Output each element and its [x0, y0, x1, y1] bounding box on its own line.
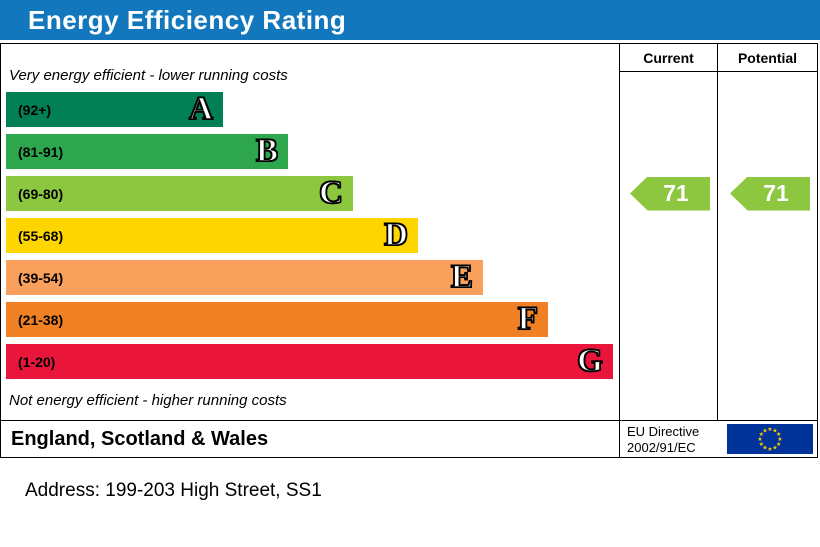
band-range-label: (39-54) — [18, 269, 64, 286]
current-column-header: Current — [620, 44, 717, 72]
current-rating-arrow: 71 — [630, 176, 710, 211]
footer-bar: England, Scotland & Wales EU Directive 2… — [0, 421, 818, 458]
band-row-g: (1-20) G — [6, 344, 619, 386]
band-row-f: (21-38) F — [6, 302, 619, 344]
current-column: Current 71 — [619, 44, 717, 420]
band-row-c: (69-80) C — [6, 176, 619, 218]
band-range-label: (1-20) — [18, 353, 56, 370]
band-letter-label: E — [450, 259, 474, 295]
band-bar-f: (21-38) F — [6, 302, 548, 337]
band-bar-a: (92+) A — [6, 92, 223, 127]
potential-column: Potential 71 — [717, 44, 817, 420]
svg-text:★: ★ — [762, 427, 767, 434]
band-letter-label: A — [188, 91, 213, 127]
band-letter-label: G — [576, 343, 603, 379]
eu-directive-line2: 2002/91/EC — [627, 439, 696, 455]
rating-bands: (92+) A (81-91) B (69-80) C (55-68) D (39-54) E (2… — [1, 92, 619, 386]
eu-directive-line1: EU Directive — [627, 424, 700, 439]
page-title: Energy Efficiency Rating — [28, 4, 347, 35]
band-row-d: (55-68) D — [6, 218, 619, 260]
svg-text:★: ★ — [762, 445, 767, 452]
band-range-label: (21-38) — [18, 311, 64, 328]
bottom-note: Not energy efficient - higher running co… — [9, 391, 287, 409]
svg-text:★: ★ — [767, 446, 772, 453]
band-letter-label: B — [255, 133, 279, 169]
potential-column-header: Potential — [718, 44, 817, 72]
band-bar-c: (69-80) C — [6, 176, 353, 211]
band-bar-g: (1-20) G — [6, 344, 613, 379]
band-bar-d: (55-68) D — [6, 218, 418, 253]
svg-text:★: ★ — [772, 445, 777, 452]
band-range-label: (92+) — [18, 101, 52, 118]
svg-text:★: ★ — [772, 427, 777, 434]
band-letter-label: D — [383, 217, 408, 253]
svg-text:★: ★ — [777, 436, 782, 443]
band-range-label: (81-91) — [18, 143, 64, 160]
svg-text:★: ★ — [758, 431, 763, 438]
epc-chart: Very energy efficient - lower running co… — [0, 43, 818, 421]
potential-rating-arrow: 71 — [730, 176, 810, 211]
header-bar: Energy Efficiency Rating — [0, 0, 820, 40]
eu-directive-label: EU Directive 2002/91/EC — [620, 421, 722, 457]
band-row-b: (81-91) B — [6, 134, 619, 176]
top-note: Very energy efficient - lower running co… — [9, 67, 288, 84]
band-row-a: (92+) A — [6, 92, 619, 134]
svg-text:★: ★ — [776, 441, 781, 448]
current-column-body: 71 — [620, 72, 717, 420]
region-label: England, Scotland & Wales — [1, 421, 620, 457]
band-row-e: (39-54) E — [6, 260, 619, 302]
band-letter-label: C — [318, 175, 343, 211]
band-bar-e: (39-54) E — [6, 260, 483, 295]
eu-flag-icon: ★ ★ ★ ★ ★ ★ ★ ★ ★ ★ ★ ★ — [726, 424, 813, 454]
svg-text:★: ★ — [758, 441, 763, 448]
bands-area: Very energy efficient - lower running co… — [1, 44, 619, 420]
svg-text:★: ★ — [757, 436, 762, 443]
band-range-label: (69-80) — [18, 185, 64, 202]
band-range-label: (55-68) — [18, 227, 64, 244]
svg-text:★: ★ — [767, 426, 772, 433]
potential-column-body: 71 — [718, 72, 817, 420]
svg-text:★: ★ — [776, 431, 781, 438]
band-letter-label: F — [517, 301, 539, 337]
eu-flag-container: ★ ★ ★ ★ ★ ★ ★ ★ ★ ★ ★ ★ — [722, 421, 817, 457]
address-line: Address: 199-203 High Street, SS1 — [25, 480, 322, 501]
band-bar-b: (81-91) B — [6, 134, 288, 169]
